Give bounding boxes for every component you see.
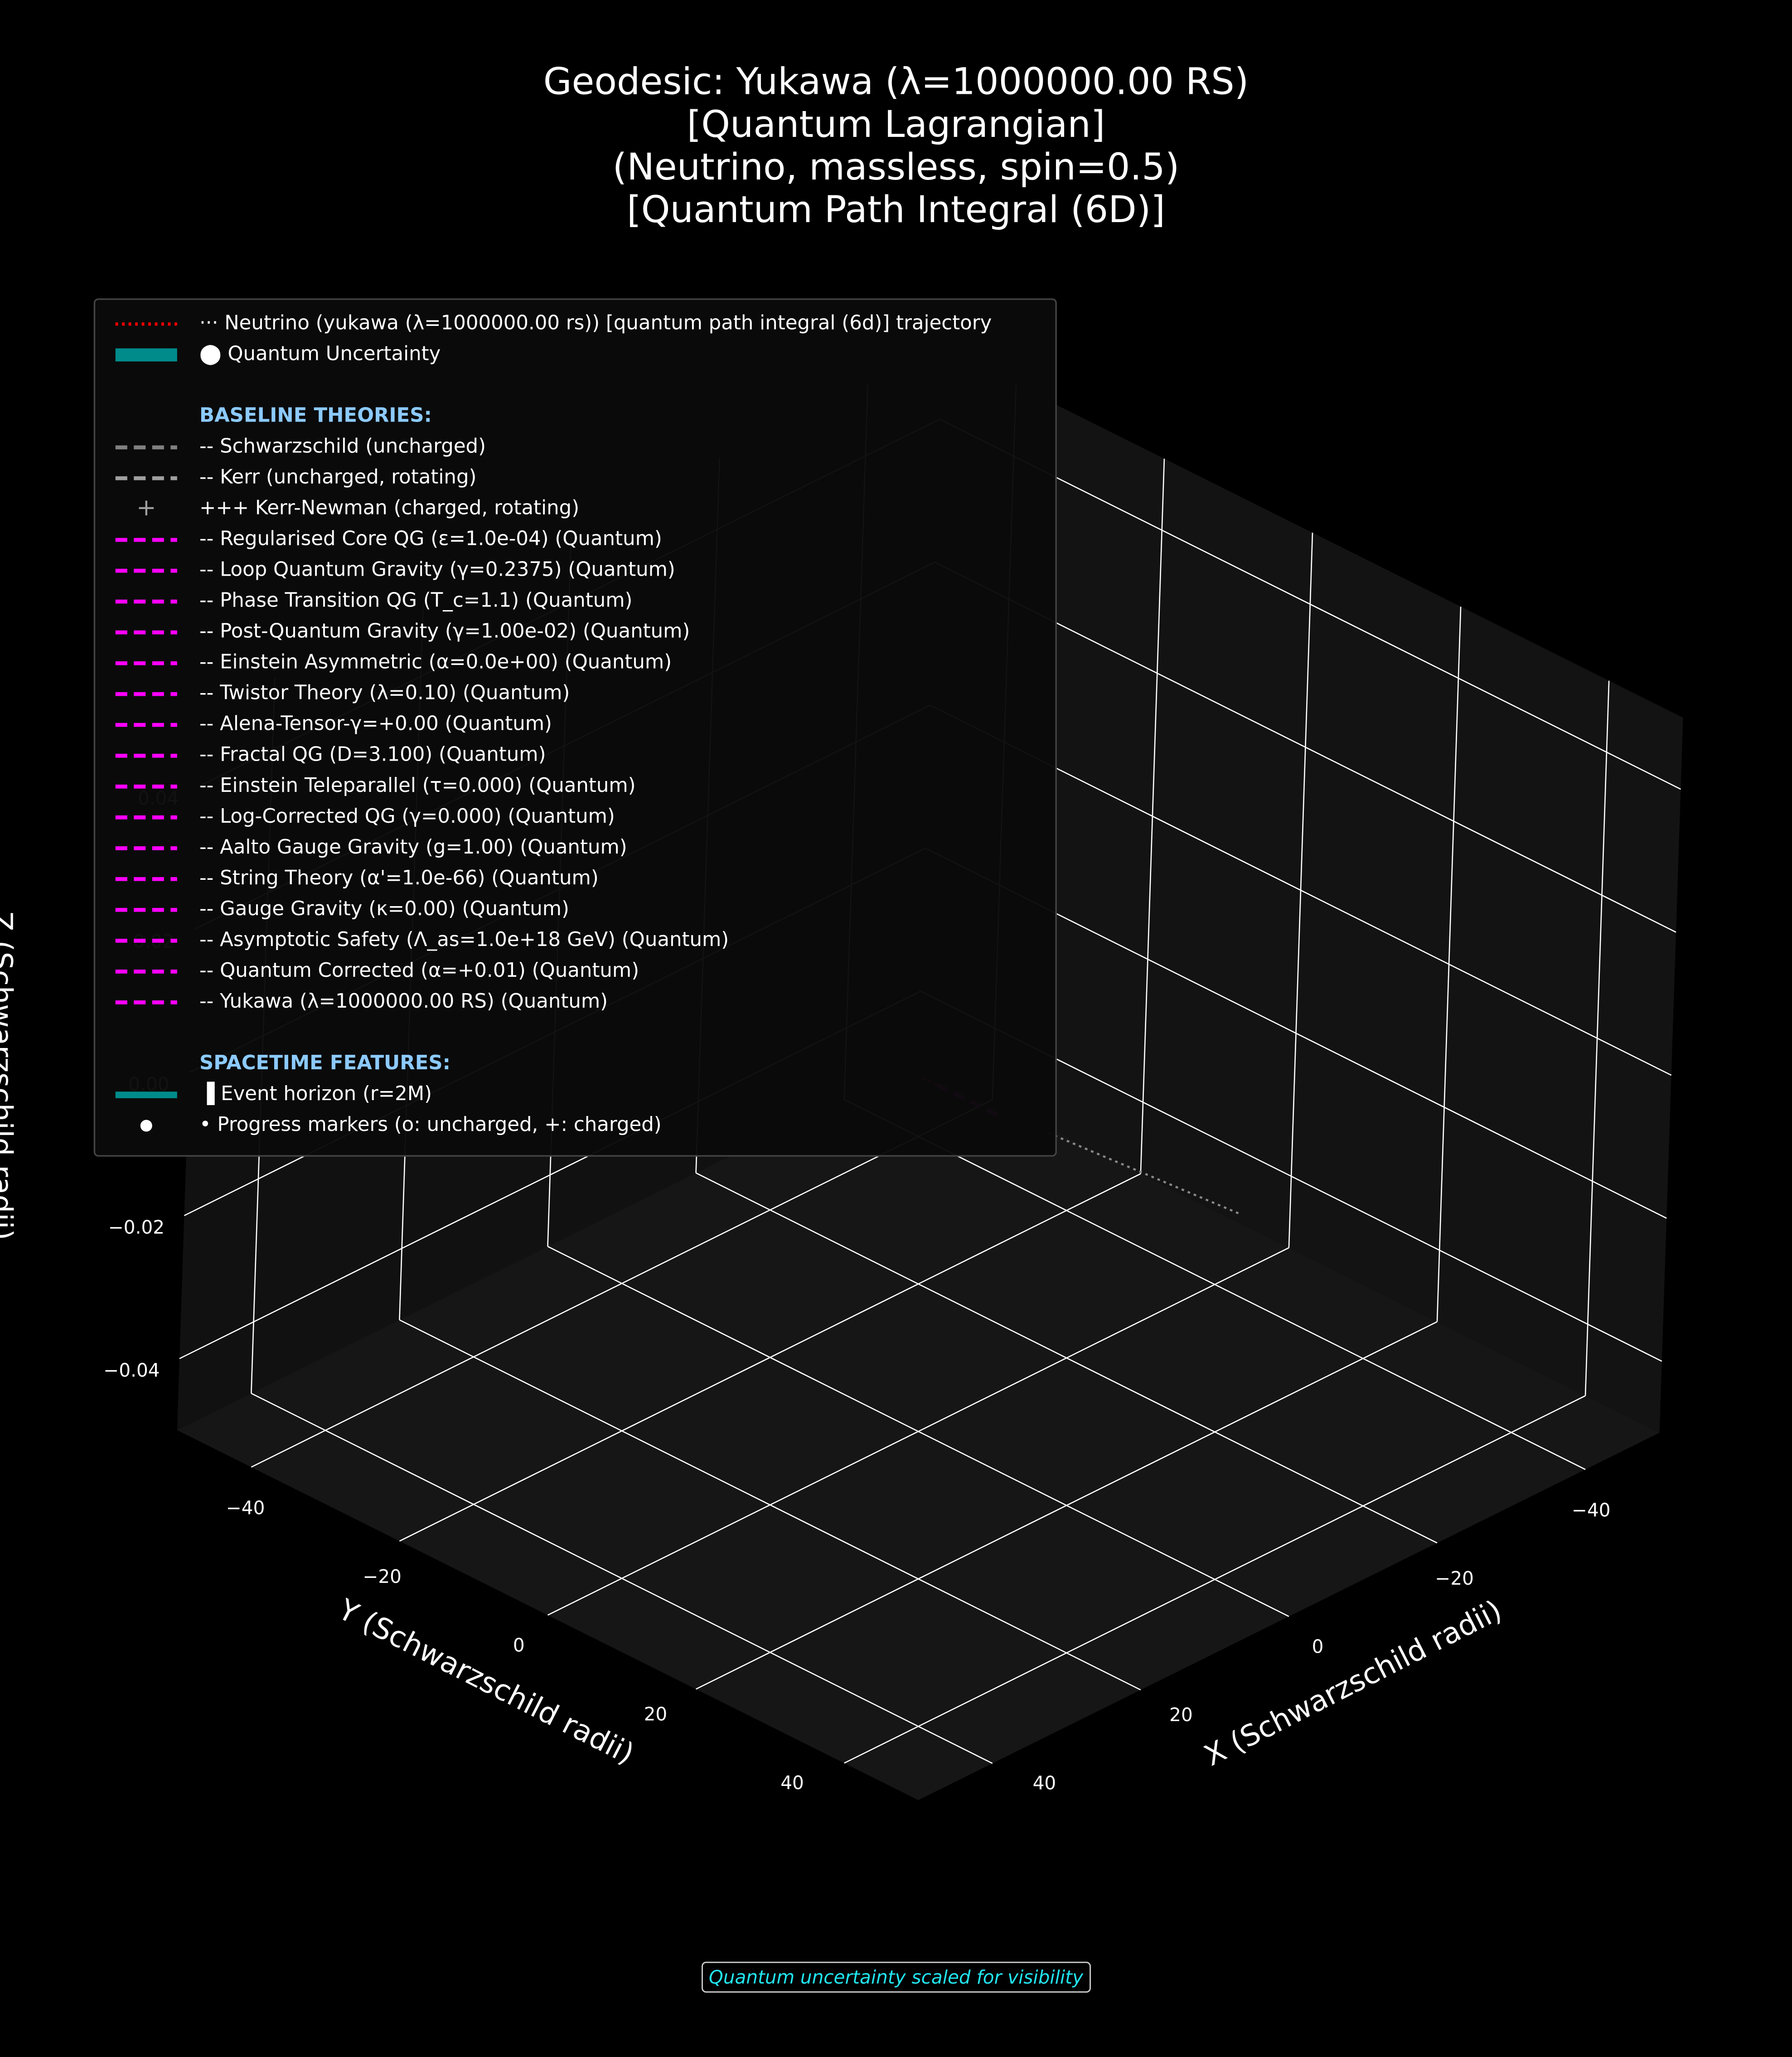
legend-label: -- Aalto Gauge Gravity (g=1.00) (Quantum… — [199, 836, 627, 859]
chart-title: [Quantum Path Integral (6D)] — [627, 189, 1165, 231]
legend-label: -- Loop Quantum Gravity (γ=0.2375) (Quan… — [199, 558, 675, 581]
legend-label: -- Regularised Core QG (ε=1.0e-04) (Quan… — [199, 528, 662, 550]
grid-line — [399, 1173, 1141, 1542]
legend-label: -- Phase Transition QG (T_c=1.1) (Quantu… — [199, 589, 632, 612]
trajectory — [1048, 1132, 1242, 1216]
y-tick-label: 20 — [644, 1703, 668, 1725]
grid-line — [696, 1321, 1438, 1690]
annotation: Quantum uncertainty scaled for visibilit… — [709, 1966, 1084, 1988]
legend-label: -- Gauge Gravity (κ=0.00) (Quantum) — [199, 898, 569, 920]
legend-label: -- Einstein Asymmetric (α=0.0e+00) (Quan… — [199, 651, 672, 674]
chart-title: Geodesic: Yukawa (λ=1000000.00 RS) — [543, 61, 1249, 103]
legend-label: -- Fractal QG (D=3.100) (Quantum) — [199, 743, 546, 766]
x-tick-label: −20 — [1435, 1567, 1474, 1589]
y-tick-label: 0 — [513, 1635, 525, 1656]
legend-handle — [140, 1120, 152, 1132]
y-tick-label: 40 — [780, 1772, 804, 1794]
legend-label: -- Twistor Theory (λ=0.10) (Quantum) — [199, 682, 570, 704]
legend-label: -- Kerr (uncharged, rotating) — [199, 466, 476, 489]
z-axis-label: Z (Schwarzschild radii) — [0, 912, 18, 1240]
z-tick-label: −0.02 — [108, 1217, 165, 1238]
x-tick-label: 20 — [1169, 1704, 1193, 1726]
annotation-box — [702, 1961, 1091, 1993]
legend-heading: SPACETIME FEATURES: — [199, 1052, 450, 1074]
legend-label: • Progress markers (o: uncharged, +: cha… — [199, 1113, 662, 1136]
x-tick-label: 0 — [1312, 1635, 1324, 1657]
chart-title: [Quantum Lagrangian] — [687, 103, 1105, 146]
legend-label: ▐ Event horizon (r=2M) — [199, 1082, 432, 1105]
legend-label: -- Einstein Teleparallel (τ=0.000) (Quan… — [199, 774, 636, 797]
legend-label: -- Alena-Tensor-γ=+0.00 (Quantum) — [199, 713, 552, 735]
y-tick-label: −20 — [363, 1566, 402, 1587]
z-tick-label: −0.04 — [103, 1359, 160, 1381]
legend-label: ··· Neutrino (yukawa (λ=1000000.00 rs)) … — [199, 311, 992, 334]
x-tick-label: 40 — [1033, 1772, 1056, 1794]
x-tick-label: −40 — [1572, 1499, 1611, 1521]
legend-label: -- String Theory (α'=1.0e-66) (Quantum) — [199, 867, 599, 889]
legend-label: -- Asymptotic Safety (Λ_as=1.0e+18 GeV) … — [199, 928, 729, 951]
legend-handle — [115, 348, 177, 362]
legend-label: -- Log-Corrected QG (γ=0.000) (Quantum) — [199, 805, 615, 828]
y-tick-label: −40 — [226, 1497, 265, 1518]
grid-line — [547, 1247, 1289, 1616]
legend-label: -- Quantum Corrected (α=+0.01) (Quantum) — [199, 959, 639, 982]
chart-title: (Neutrino, massless, spin=0.5) — [613, 146, 1180, 189]
legend-label: +++ Kerr-Newman (charged, rotating) — [199, 497, 579, 519]
grid-line — [251, 1099, 993, 1468]
legend-label: ⬤ Quantum Uncertainty — [199, 342, 441, 365]
legend-label: -- Schwarzschild (uncharged) — [199, 435, 486, 458]
legend-heading: BASELINE THEORIES: — [199, 404, 432, 427]
legend: ··· Neutrino (yukawa (λ=1000000.00 rs)) … — [93, 298, 1057, 1157]
legend-box — [93, 298, 1057, 1157]
legend-handle: + — [136, 494, 156, 521]
legend-label: -- Yukawa (λ=1000000.00 RS) (Quantum) — [199, 990, 608, 1013]
grid-line — [939, 418, 1681, 790]
legend-label: -- Post-Quantum Gravity (γ=1.00e-02) (Qu… — [199, 620, 690, 643]
grid-line — [935, 562, 1676, 933]
grid-line — [844, 1395, 1586, 1764]
